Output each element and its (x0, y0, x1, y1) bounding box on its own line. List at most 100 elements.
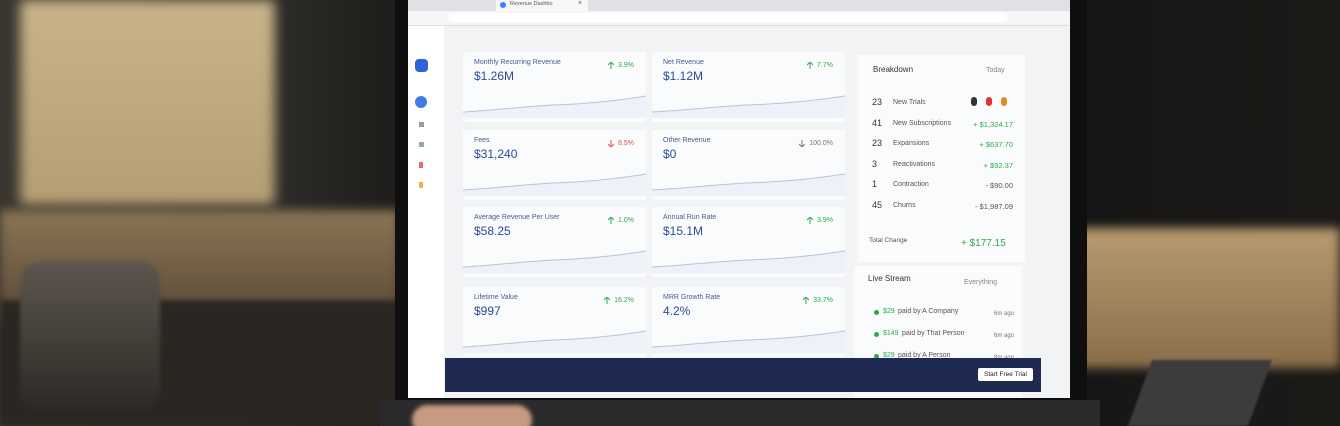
trend-arrow (604, 297, 610, 304)
sparkline-area (463, 331, 646, 353)
nav-icon[interactable] (419, 162, 423, 168)
row-label: New Trials (893, 99, 926, 106)
metric-label: Annual Run Rate (663, 214, 717, 221)
metric-value: 4.2% (663, 304, 691, 318)
sparkline (463, 173, 646, 196)
row-count: 3 (872, 158, 878, 169)
stream-amount: $149 (883, 330, 899, 337)
row-amount: + $92.37 (983, 160, 1013, 170)
device (1127, 360, 1273, 426)
row-label: Churns (893, 201, 916, 209)
status-dot (874, 354, 879, 359)
breakdown-row: 23 New Trials (858, 97, 1025, 113)
sparkline (652, 173, 845, 196)
tab-title: Revenue Dashbo (510, 1, 553, 7)
stream-item: $149 paid by That Person 6m ago (854, 330, 1022, 344)
sparkline-area (652, 251, 845, 273)
trend-arrow (807, 62, 813, 69)
metric-card[interactable]: Fees $31,240 8.5% (463, 130, 646, 200)
arrow-shape (807, 217, 813, 224)
metric-card[interactable]: Net Revenue $1.12M 7.7% (652, 52, 845, 122)
breakdown-row: 41 New Subscriptions + $1,324.17 (858, 118, 1025, 134)
metric-label: Lifetime Value (474, 294, 518, 301)
metric-change: 3.9% (817, 217, 833, 224)
metric-change: 33.7% (813, 297, 833, 304)
avatar (986, 97, 992, 106)
arrow-shape (807, 62, 813, 69)
nav-icon[interactable] (415, 96, 427, 108)
sparkline-line (652, 250, 845, 268)
metric-card[interactable]: Monthly Recurring Revenue $1.26M 3.9% (463, 52, 646, 122)
stream-amount: $29 (883, 308, 895, 315)
hand (412, 405, 532, 426)
trend-arrow (608, 140, 614, 147)
metric-card[interactable]: Other Revenue $0 100.0% (652, 130, 845, 200)
address-bar (408, 11, 1070, 26)
sparkline-line (463, 330, 646, 348)
row-count: 41 (872, 117, 883, 128)
arrow-shape (803, 297, 809, 304)
promo-banner: Start Free Trial (445, 358, 1041, 392)
nav-icon[interactable] (419, 122, 424, 127)
avatar (971, 97, 977, 106)
metric-value: $1.26M (474, 69, 515, 83)
arrow-shape (604, 297, 610, 304)
stream-text: paid by A Person (898, 352, 951, 359)
metric-label: Net Revenue (663, 59, 704, 66)
row-amount: + $637.70 (979, 140, 1013, 149)
stream-time: 6m ago (993, 311, 1014, 317)
sparkline (463, 250, 646, 273)
metric-card[interactable]: Lifetime Value $997 16.2% (463, 287, 646, 357)
sparkline-line (652, 330, 845, 348)
metric-value: $997 (474, 304, 501, 318)
metric-label: Fees (474, 137, 490, 144)
metric-card[interactable]: MRR Growth Rate 4.2% 33.7% (652, 287, 845, 357)
tab-close[interactable]: × (578, 0, 583, 7)
sparkline-area (652, 331, 845, 353)
sparkline-line (463, 95, 646, 113)
metric-label: Average Revenue Per User (474, 214, 560, 221)
arrow-shape (608, 140, 614, 147)
panel-title: Breakdown (873, 65, 914, 74)
breakdown-row: 3 Reactivations + $92.37 (858, 159, 1025, 175)
stream-amount: $29 (883, 352, 895, 359)
sparkline-area (652, 174, 845, 196)
cta-button[interactable]: Start Free Trial (978, 368, 1033, 381)
period-select[interactable]: Today (986, 67, 1005, 74)
sparkline-line (652, 173, 845, 191)
row-amount: - $90.00 (985, 181, 1013, 190)
logo (415, 59, 428, 72)
row-count: 1 (872, 179, 878, 189)
background-table (1075, 228, 1340, 368)
metric-value: $1.12M (663, 69, 704, 83)
status-dot (874, 332, 879, 337)
background-chair (20, 0, 275, 205)
arrow-shape (608, 62, 614, 69)
stream-text: paid by A Company (898, 308, 959, 315)
metric-value: $0 (663, 147, 677, 161)
sparkline (463, 95, 646, 118)
nav-icon[interactable] (419, 142, 424, 147)
metric-card[interactable]: Average Revenue Per User $58.25 1.0% (463, 207, 646, 277)
row-amount: - $1,987.09 (975, 201, 1013, 211)
arrow-shape (608, 217, 614, 224)
metric-change: 8.5% (618, 140, 634, 147)
metric-label: Other Revenue (663, 137, 711, 144)
tab-icon (500, 2, 506, 8)
breakdown-row: 45 Churns - $1,987.09 (858, 200, 1025, 216)
sparkline-line (463, 173, 646, 191)
metric-value: $15.1M (663, 224, 704, 238)
breakdown-panel: Breakdown Today 23 New Trials 41 New Subscr… (858, 55, 1025, 262)
sparkline (652, 330, 845, 353)
url-field[interactable] (448, 13, 1008, 22)
row-label: Reactivations (893, 160, 936, 168)
row-amount: + $1,324.17 (973, 119, 1013, 129)
tab[interactable]: Revenue Dashbo × (496, 0, 588, 11)
filter-select[interactable]: Everything (964, 279, 998, 286)
metric-value: $58.25 (474, 224, 511, 238)
nav-icon[interactable] (419, 182, 423, 188)
metric-card[interactable]: Annual Run Rate $15.1M 3.9% (652, 207, 845, 277)
trend-arrow (608, 62, 614, 69)
sparkline-area (463, 96, 646, 118)
avatar (1001, 97, 1007, 106)
